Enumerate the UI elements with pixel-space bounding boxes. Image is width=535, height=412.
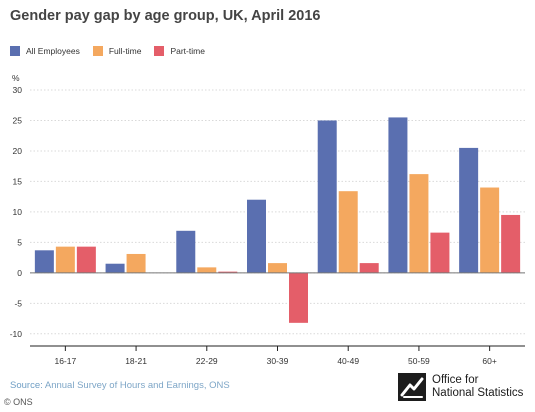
source-label: Source:	[10, 380, 43, 391]
bar-part-time-50-59	[430, 232, 450, 273]
x-tick-label: 50-59	[408, 356, 430, 366]
legend-swatch-part-time	[154, 46, 165, 56]
axis-layer: % 30 25 20 15 10 5 0 -5 -10 16-17 18-21 22-29 30-39 40…	[10, 73, 525, 366]
y-tick-label: 10	[13, 207, 23, 217]
y-tick-label: -5	[14, 298, 22, 308]
x-tick-label: 18-21	[125, 356, 147, 366]
bar-full-time-60+	[480, 187, 500, 273]
bar-full-time-30-39	[268, 263, 287, 273]
bar-full-time-40-49	[338, 191, 358, 273]
y-tick-label: 20	[13, 146, 23, 156]
ons-logo: Office for National Statistics	[398, 370, 523, 404]
source-note: Source: Annual Survey of Hours and Earni…	[10, 380, 230, 391]
legend-item-part-time: Part-time	[154, 46, 205, 56]
y-tick-label: 0	[17, 268, 22, 278]
bar-part-time-40-49	[359, 263, 379, 273]
x-tick-label: 30-39	[267, 356, 289, 366]
bar-part-time-22-29	[218, 271, 238, 273]
bar-chart: % 30 25 20 15 10 5 0 -5 -10 16-17 18-21 22-29 30-39 40…	[10, 73, 525, 366]
y-tick-label: -10	[10, 329, 23, 339]
bar-all-employees-30-39	[247, 199, 266, 273]
x-tick-label: 16-17	[54, 356, 76, 366]
y-tick-label: 5	[17, 237, 22, 247]
bar-all-employees-40-49	[317, 120, 337, 273]
bar-all-employees-22-29	[176, 230, 196, 273]
legend-item-full-time: Full-time	[92, 46, 142, 56]
bar-all-employees-60+	[459, 147, 479, 273]
chart-legend: All Employees Full-time Part-time	[10, 44, 218, 58]
y-axis-label: %	[12, 73, 20, 83]
source-text: Annual Survey of Hours and Earnings, ONS	[44, 380, 230, 391]
bar-all-employees-16-17	[34, 250, 54, 273]
bar-full-time-22-29	[197, 267, 217, 273]
legend-item-all-employees: All Employees	[10, 46, 80, 56]
legend-label-all-employees: All Employees	[26, 46, 80, 56]
y-tick-label: 25	[13, 115, 23, 125]
bar-part-time-16-17	[76, 246, 96, 273]
bar-all-employees-18-21	[105, 263, 125, 273]
ons-logo-line-1: Office for	[432, 374, 479, 386]
grid-layer	[30, 89, 525, 335]
bar-full-time-16-17	[55, 246, 75, 273]
bar-part-time-60+	[501, 214, 521, 273]
x-tick-label: 60+	[482, 356, 496, 366]
legend-label-full-time: Full-time	[108, 46, 142, 56]
bar-all-employees-50-59	[388, 117, 408, 273]
bar-layer	[34, 117, 521, 323]
legend-label-part-time: Part-time	[170, 46, 205, 56]
copyright-note: © ONS	[4, 397, 33, 407]
bar-part-time-30-39	[289, 272, 308, 323]
legend-swatch-full-time	[92, 46, 103, 56]
y-tick-label: 30	[13, 85, 23, 95]
ons-logo-line-2: National Statistics	[432, 387, 524, 399]
legend-swatch-all-employees	[10, 46, 20, 56]
x-tick-label: 40-49	[337, 356, 359, 366]
bar-full-time-50-59	[409, 174, 429, 273]
ons-logo-text: Office for National Statistics	[432, 374, 523, 400]
bar-full-time-18-21	[126, 253, 146, 273]
x-tick-label: 22-29	[196, 356, 218, 366]
y-tick-label: 15	[13, 176, 23, 186]
chart-title: Gender pay gap by age group, UK, April 2…	[10, 8, 321, 24]
ons-logo-icon	[398, 373, 426, 401]
